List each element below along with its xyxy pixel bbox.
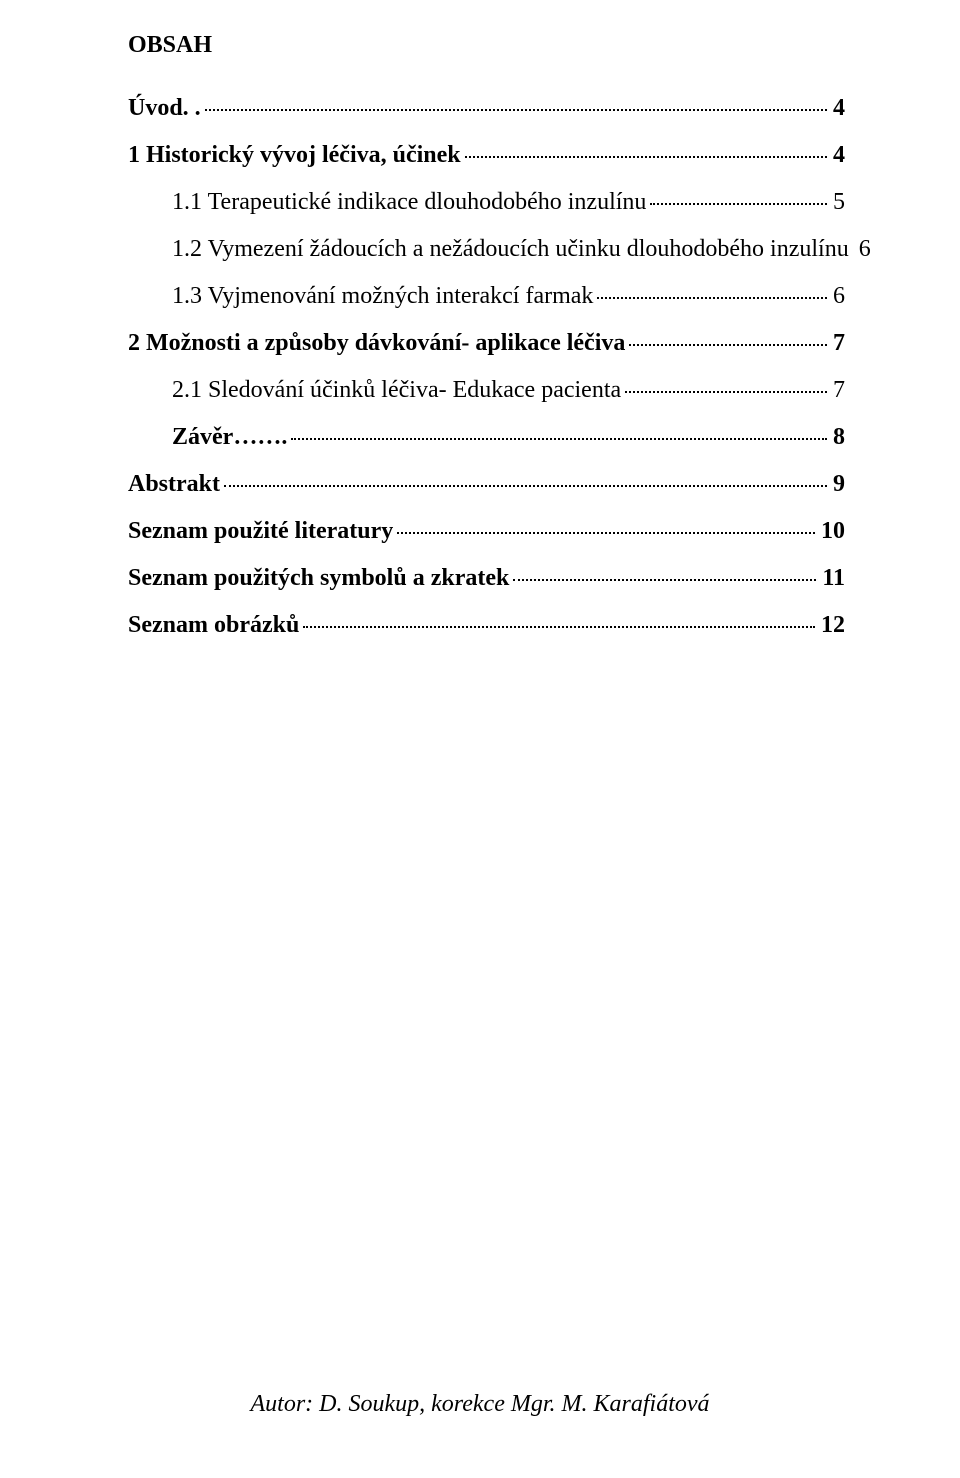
toc-entry: Seznam obrázků 12 [128, 608, 845, 639]
toc-entry-page: 7 [831, 330, 845, 357]
toc-entry-label: Seznam použitých symbolů a zkratek [128, 565, 509, 592]
toc-entry-label: Abstrakt [128, 471, 220, 498]
toc-leader-dots [650, 181, 827, 205]
toc-list: Úvod. .41 Historický vývoj léčiva, účine… [128, 91, 845, 639]
toc-leader-dots [513, 557, 816, 581]
toc-entry-label: 1 Historický vývoj léčiva, účinek [128, 142, 461, 169]
toc-entry-label: Závěr……. [172, 424, 287, 451]
toc-entry-page: 5 [831, 189, 845, 216]
toc-entry-label: Úvod. . [128, 95, 201, 122]
toc-entry: Seznam použité literatury 10 [128, 514, 845, 545]
toc-title: OBSAH [128, 32, 845, 59]
toc-entry-page: 7 [831, 377, 845, 404]
toc-entry-page: 11 [820, 565, 845, 592]
toc-entry-label: Seznam obrázků [128, 612, 299, 639]
toc-leader-dots [224, 463, 827, 487]
toc-entry-label: 1.3 Vyjmenování možných interakcí farmak [172, 283, 593, 310]
toc-entry: 1.2 Vymezení žádoucích a nežádoucích uči… [128, 232, 845, 263]
toc-entry-page: 8 [831, 424, 845, 451]
toc-leader-dots [465, 134, 827, 158]
toc-entry: Závěr……. 8 [128, 420, 845, 451]
toc-leader-dots [597, 275, 827, 299]
toc-entry-label: 1.2 Vymezení žádoucích a nežádoucích uči… [172, 236, 849, 263]
toc-entry-page: 12 [819, 612, 845, 639]
toc-leader-dots [397, 510, 815, 534]
toc-entry-label: 1.1 Terapeutické indikace dlouhodobého i… [172, 189, 646, 216]
toc-entry-page: 6 [857, 236, 871, 263]
toc-entry-page: 6 [831, 283, 845, 310]
toc-entry: 1.3 Vyjmenování možných interakcí farmak… [128, 279, 845, 310]
toc-leader-dots [303, 604, 815, 628]
toc-entry-label: 2.1 Sledování účinků léčiva- Edukace pac… [172, 377, 621, 404]
toc-entry-label: 2 Možnosti a způsoby dávkování- aplikace… [128, 330, 625, 357]
toc-entry-page: 4 [831, 95, 845, 122]
toc-entry: Seznam použitých symbolů a zkratek 11 [128, 561, 845, 592]
toc-entry-page: 9 [831, 471, 845, 498]
toc-entry-label: Seznam použité literatury [128, 518, 393, 545]
toc-entry-page: 4 [831, 142, 845, 169]
toc-leader-dots [291, 416, 827, 440]
toc-leader-dots [205, 87, 827, 111]
toc-entry-page: 10 [819, 518, 845, 545]
toc-entry: Abstrakt 9 [128, 467, 845, 498]
footer-author: Autor: D. Soukup, korekce Mgr. M. Karafi… [0, 1391, 960, 1418]
toc-entry: 2 Možnosti a způsoby dávkování- aplikace… [128, 326, 845, 357]
toc-leader-dots [625, 369, 827, 393]
toc-entry: Úvod. . 4 [128, 91, 845, 122]
toc-entry: 1 Historický vývoj léčiva, účinek 4 [128, 138, 845, 169]
toc-entry: 2.1 Sledování účinků léčiva- Edukace pac… [128, 373, 845, 404]
toc-leader-dots [629, 322, 827, 346]
toc-entry: 1.1 Terapeutické indikace dlouhodobého i… [128, 185, 845, 216]
